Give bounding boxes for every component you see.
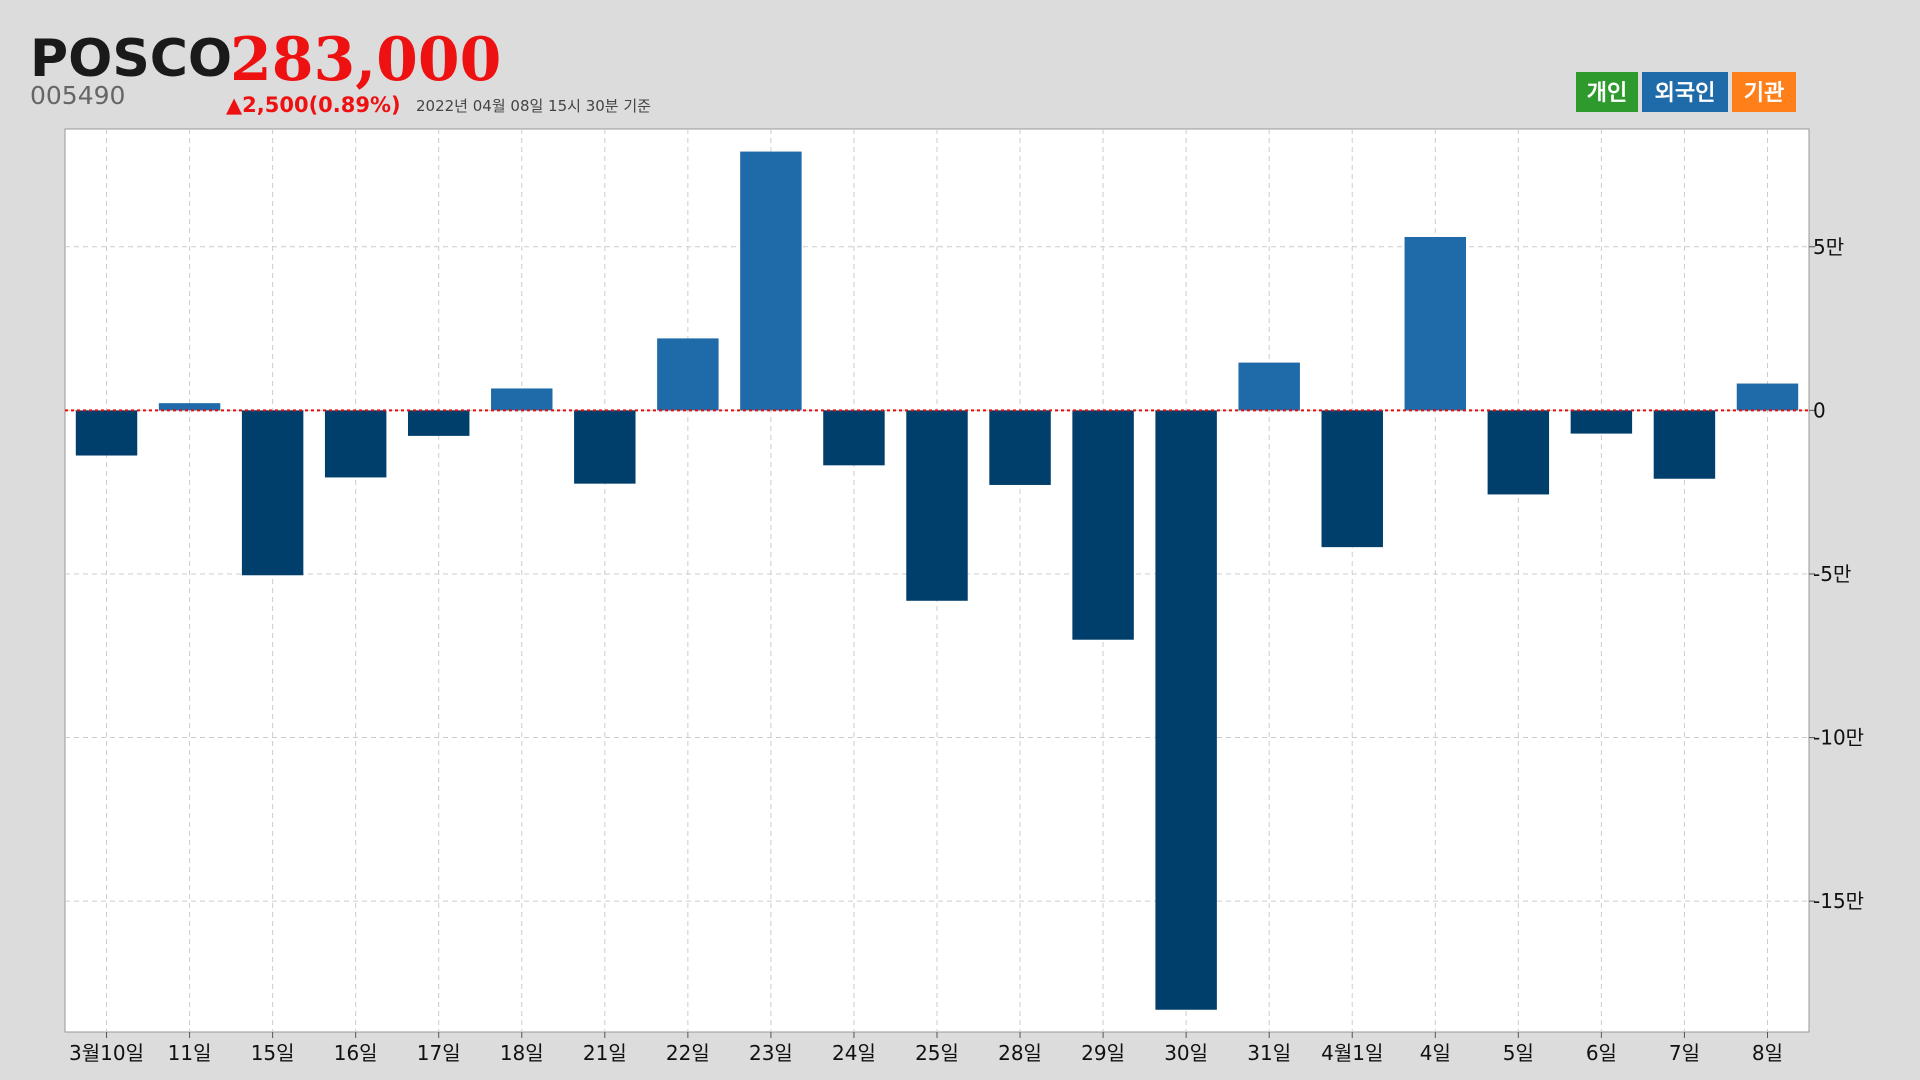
x-tick-label: 25일 (915, 1041, 959, 1065)
bar (574, 410, 636, 484)
stock-price: 283,000 (230, 25, 501, 95)
button-bg[interactable] (1576, 72, 1638, 112)
x-tick-label: 28일 (998, 1041, 1042, 1065)
filter-button[interactable]: 기관 (1732, 72, 1796, 112)
bar (1736, 383, 1799, 411)
bar (1072, 410, 1134, 640)
stock-code: 005490 (30, 81, 125, 110)
x-tick-label: 18일 (500, 1041, 544, 1065)
x-tick-label: 31일 (1247, 1041, 1291, 1065)
x-tick-label: 29일 (1081, 1041, 1125, 1065)
bar (407, 410, 470, 436)
x-tick-label: 5일 (1503, 1041, 1534, 1065)
stock-name: POSCO (30, 29, 232, 89)
x-tick-label: 11일 (168, 1041, 212, 1065)
bar (823, 410, 885, 466)
filter-button[interactable]: 개인 (1576, 72, 1638, 112)
button-label[interactable]: 기관 (1744, 81, 1784, 106)
y-tick-label: -15만 (1813, 889, 1864, 913)
x-tick-label: 21일 (583, 1041, 627, 1065)
bar (1404, 236, 1467, 411)
bar (324, 410, 387, 478)
x-tick-label: 30일 (1164, 1041, 1208, 1065)
y-tick-label: -10만 (1813, 726, 1864, 750)
bar (1570, 410, 1633, 434)
bar (906, 410, 968, 601)
x-tick-label: 8일 (1752, 1041, 1783, 1065)
price-change: ▲2,500(0.89%) (226, 93, 401, 117)
button-label[interactable]: 개인 (1587, 81, 1627, 106)
bar (1487, 410, 1550, 495)
x-tick-label: 22일 (666, 1041, 710, 1065)
button-bg[interactable] (1732, 72, 1796, 112)
x-tick-label: 15일 (251, 1041, 295, 1065)
bar (491, 388, 553, 411)
bar (740, 151, 802, 411)
x-tick-label: 24일 (832, 1041, 876, 1065)
buttons: 개인 외국인 기관 (1576, 72, 1796, 112)
bar (241, 410, 304, 576)
bar (1653, 410, 1716, 479)
bar (158, 403, 221, 411)
x-tick-label: 4일 (1420, 1041, 1451, 1065)
timestamp: 2022년 04월 08일 15시 30분 기준 (416, 97, 651, 115)
y-tick-label: 5만 (1813, 235, 1844, 259)
x-tick-label: 4월1일 (1321, 1041, 1383, 1065)
bar (657, 338, 719, 411)
bar (75, 410, 138, 456)
x-tick-label: 3월10일 (69, 1041, 144, 1065)
x-tick-label: 23일 (749, 1041, 793, 1065)
y-tick-label: 0 (1813, 398, 1826, 422)
bar (1321, 410, 1383, 548)
y-tick-label: -5만 (1813, 562, 1851, 586)
x-tick-label: 7일 (1669, 1041, 1700, 1065)
bar (989, 410, 1051, 485)
filter-button[interactable]: 외국인 (1642, 72, 1728, 112)
bar (1155, 410, 1217, 1010)
x-tick-label: 16일 (334, 1041, 378, 1065)
button-label[interactable]: 외국인 (1655, 81, 1716, 106)
bar (1238, 362, 1300, 411)
x-tick-label: 17일 (417, 1041, 461, 1065)
button-bg[interactable] (1642, 72, 1728, 112)
x-tick-label: 6일 (1586, 1041, 1617, 1065)
